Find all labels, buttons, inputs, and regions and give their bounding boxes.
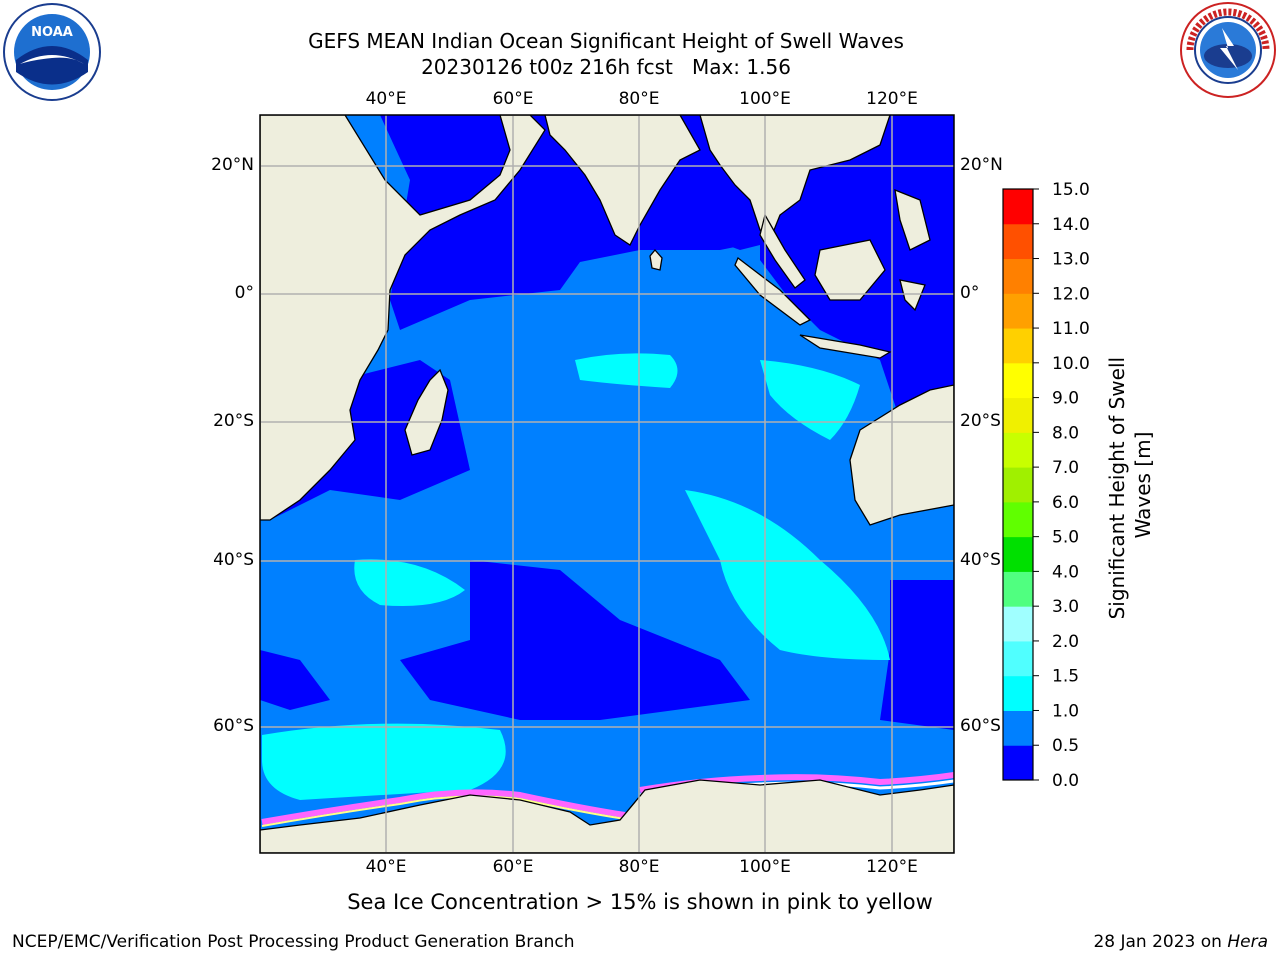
colorbar-segment (1003, 606, 1033, 642)
map-title-line1: GEFS MEAN Indian Ocean Significant Heigh… (308, 29, 904, 53)
colorbar-tick-label: 6.0 (1052, 493, 1079, 513)
colorbar-tick-label: 14.0 (1052, 215, 1090, 235)
colorbar-segment (1003, 467, 1033, 503)
land-philippines (894, 188, 931, 251)
lon-tick-label-bottom: 120°E (866, 857, 918, 877)
colorbar-segment (1003, 362, 1033, 399)
swell-low-southern-central (400, 560, 750, 720)
colorbar-tick-label: 2.0 (1052, 632, 1079, 652)
swell-high-patch-5 (262, 723, 506, 800)
sea-ice-fringe-west (261, 789, 626, 825)
colorbar-label: Significant Height of Swell Waves [m] (1105, 351, 1155, 620)
colorbar-frame (1002, 188, 1034, 781)
colorbar-tick-label: 10.0 (1052, 354, 1090, 374)
lon-tick-label-top: 40°E (365, 89, 407, 109)
noaa-logo-text: NOAA (31, 25, 73, 40)
map-title-line2: 20230126 t00z 216h fcst Max: 1.56 (421, 55, 791, 79)
lon-tick-label-top: 100°E (739, 89, 791, 109)
lon-tick-label-bottom: 60°E (492, 857, 534, 877)
lat-tick-label-left: 60°S (213, 716, 254, 736)
lat-tick-label-left: 20°N (211, 155, 254, 175)
colorbar (1003, 189, 1033, 781)
footer-date: 28 Jan 2023 on Hera (1093, 932, 1268, 952)
colorbar-tick-label: 1.0 (1052, 701, 1079, 721)
colorbar-tick-label: 0.0 (1052, 771, 1079, 791)
colorbar-tick-label: 3.0 (1052, 597, 1079, 617)
colorbar-segment (1003, 328, 1033, 364)
land-se-asia (699, 115, 891, 242)
land-malay (759, 213, 806, 289)
land (260, 115, 954, 853)
colorbar-tick-label: 8.0 (1052, 423, 1079, 443)
footer-date-text: 28 Jan 2023 on (1093, 932, 1228, 952)
swell-low-southeast (880, 580, 954, 730)
colorbar-segment (1003, 640, 1033, 677)
colorbar-tick-label: 4.0 (1052, 562, 1079, 582)
lat-tick-label-left: 20°S (213, 411, 254, 431)
land-borneo (814, 239, 886, 301)
colorbar-tick-label: 0.5 (1052, 736, 1079, 756)
footer-machine: Hera (1227, 932, 1268, 952)
colorbar-segment (1003, 571, 1033, 607)
lat-tick-label-left: 0° (234, 283, 254, 303)
gridlines (260, 115, 954, 853)
colorbar-tick-label: 12.0 (1052, 284, 1090, 304)
colorbar-segment (1003, 710, 1033, 746)
lat-tick-label-right: 60°S (960, 716, 1001, 736)
lat-tick-label-right: 20°S (960, 411, 1001, 431)
lon-tick-label-bottom: 100°E (739, 857, 791, 877)
land-antarctica (260, 779, 954, 853)
swell-high-patch-3 (685, 490, 890, 660)
colorbar-segment (1003, 745, 1033, 781)
colorbar-segment (1003, 675, 1033, 711)
land-madagascar (404, 368, 449, 456)
colorbar-tick-label: 5.0 (1052, 528, 1079, 548)
colorbar-segment (1003, 189, 1033, 225)
land-sumatra (734, 256, 812, 326)
colorbar-tick-label: 15.0 (1052, 180, 1090, 200)
colorbar-tick-label: 7.0 (1052, 458, 1079, 478)
colorbar-segment (1003, 536, 1033, 572)
lat-tick-label-right: 20°N (960, 155, 1003, 175)
swell-low-southwest (260, 650, 330, 710)
noaa-logo: NOAA (2, 2, 102, 102)
colorbar-tick-label: 13.0 (1052, 250, 1090, 270)
lat-tick-label-right: 40°S (960, 550, 1001, 570)
land-australia (849, 384, 954, 526)
colorbar-ticks: 0.0 0.5 1.0 1.5 2.0 3.0 4.0 5.0 6.0 7.0 8.0 9.0 10.0… (1033, 180, 1090, 791)
lon-tick-label-top: 80°E (618, 89, 660, 109)
colorbar-segment (1003, 223, 1033, 260)
colorbar-segment (1003, 397, 1033, 433)
sea-ice-caption: Sea Ice Concentration > 15% is shown in … (347, 890, 933, 914)
land-sri-lanka (649, 248, 663, 271)
swell-high-patch-4 (354, 559, 465, 606)
lat-tick-label-left: 40°S (213, 550, 254, 570)
lat-tick-label-right: 0° (960, 283, 980, 303)
colorbar-segment (1003, 258, 1033, 294)
colorbar-tick-label: 1.5 (1052, 667, 1079, 687)
swell-high-patch-2 (760, 360, 860, 440)
footer-credit: NCEP/EMC/Verification Post Processing Pr… (12, 932, 575, 952)
lon-tick-label-top: 120°E (866, 89, 918, 109)
sea-ice-fringe-west-inner (261, 795, 626, 827)
map-area (260, 115, 954, 853)
lon-tick-label-top: 60°E (492, 89, 534, 109)
land-india (544, 115, 701, 246)
colorbar-segment (1003, 501, 1033, 538)
lon-tick-label-bottom: 80°E (618, 857, 660, 877)
map-frame (259, 114, 955, 854)
nws-logo (1178, 0, 1278, 100)
land-africa-arabia (260, 115, 546, 521)
colorbar-tick-label: 11.0 (1052, 319, 1090, 339)
lon-tick-label-bottom: 40°E (365, 857, 407, 877)
colorbar-tick-label: 9.0 (1052, 389, 1079, 409)
colorbar-segment (1003, 432, 1033, 468)
swell-high-patch-1 (575, 353, 678, 388)
colorbar-segment (1003, 293, 1033, 329)
land-java (799, 334, 892, 359)
